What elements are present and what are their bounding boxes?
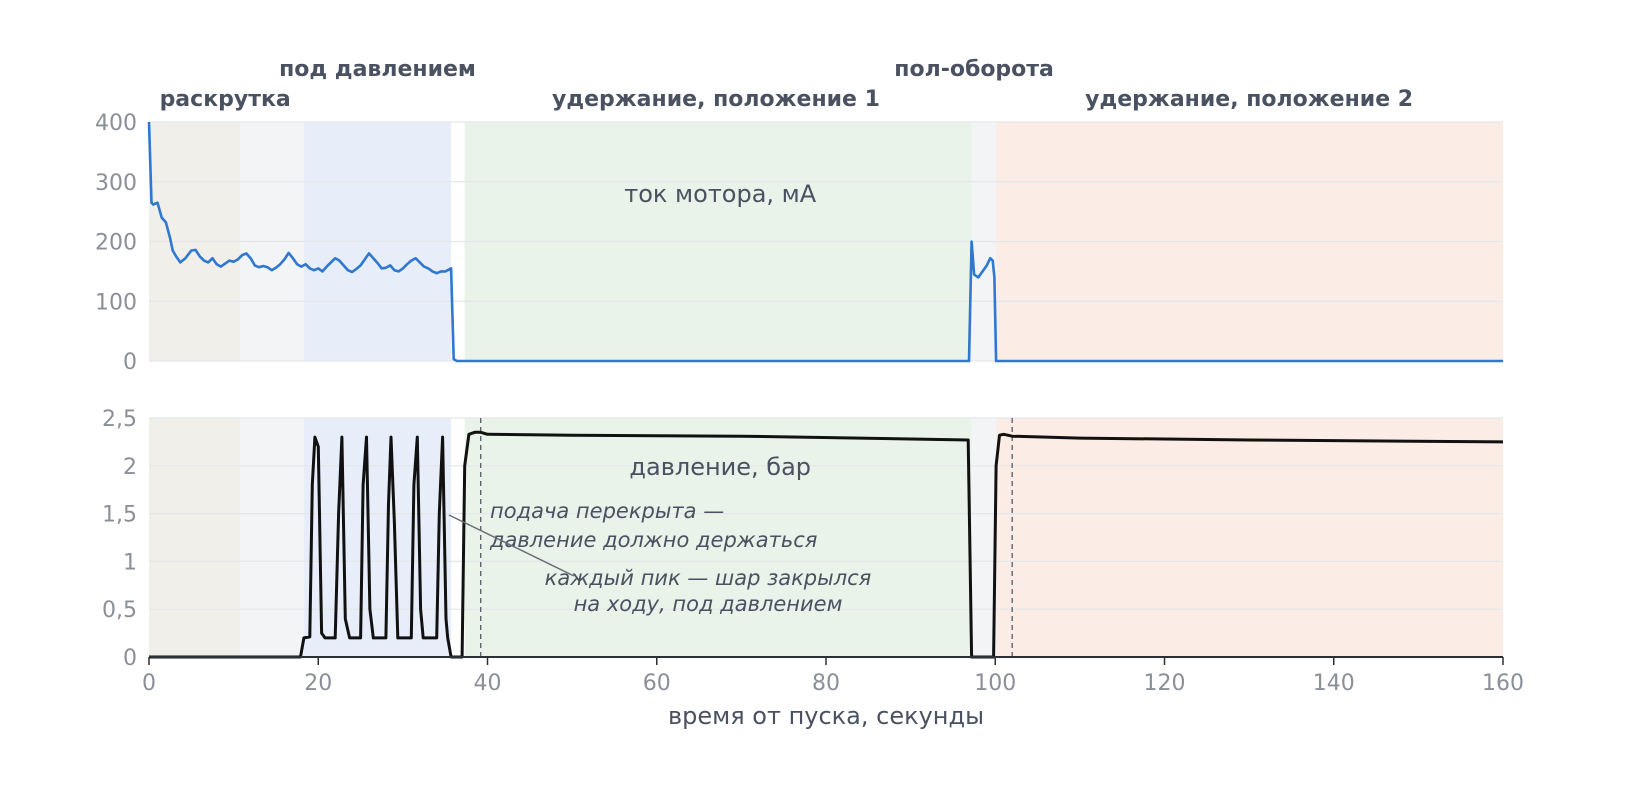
y-tick-label: 300	[95, 171, 137, 196]
x-tick-label: 100	[974, 671, 1016, 696]
phase-label: пол-оборота	[894, 57, 1054, 82]
y-tick-label: 0	[123, 646, 137, 671]
x-tick-label: 40	[474, 671, 502, 696]
y-tick-label: 2,5	[102, 407, 137, 432]
annotation-text: на ходу, под давлением	[574, 592, 843, 616]
current-panel: 0 100 200 300 400 ток мотора, мА	[95, 111, 1503, 375]
x-tick-label: 160	[1482, 671, 1524, 696]
panel-title: давление, бар	[629, 453, 811, 481]
pressure-series-line	[149, 430, 1504, 659]
y-tick-label: 400	[95, 111, 137, 136]
pressure-panel: 0 0,5 1 1,5 2 2,5 давление, бар	[102, 407, 1504, 671]
x-tick-label: 120	[1144, 671, 1186, 696]
x-tick-label: 60	[643, 671, 671, 696]
phase-label: удержание, положение 1	[552, 87, 880, 112]
annotation-text: давление должно держаться	[489, 528, 817, 552]
y-tick-label: 1	[123, 550, 137, 575]
y-tick-label: 0,5	[102, 598, 137, 623]
phase-band-3	[451, 418, 465, 657]
phase-band-1	[240, 418, 304, 657]
y-tick-label: 0	[123, 350, 137, 375]
annotation-text: каждый пик — шар закрылся	[545, 566, 872, 590]
y-tick-label: 2	[123, 455, 137, 480]
phase-labels: раскрутка под давлением удержание, положен…	[160, 57, 1414, 112]
current-series-line	[147, 121, 1503, 363]
phase-band-2	[303, 418, 452, 657]
phase-band-0	[149, 418, 241, 657]
x-tick-label: 0	[142, 671, 156, 696]
annotation-leader-line	[448, 514, 575, 577]
y-tick-label: 100	[95, 290, 137, 315]
x-tick-label: 20	[304, 671, 332, 696]
panel-title: ток мотора, мА	[624, 180, 817, 208]
phase-label: раскрутка	[160, 87, 291, 112]
phase-band-5	[971, 418, 997, 657]
phase-band-6	[996, 418, 1503, 657]
annotations: подача перекрыта — давление должно держат…	[448, 499, 872, 616]
phase-label: удержание, положение 2	[1085, 87, 1413, 112]
x-tick-label: 140	[1313, 671, 1355, 696]
x-axis-label: время от пуска, секунды	[668, 702, 984, 730]
y-tick-label: 1,5	[102, 503, 137, 528]
phase-label: под давлением	[279, 57, 476, 82]
x-axis: 0 20 40 60 80 100 120 140 160	[142, 656, 1524, 696]
y-tick-label: 200	[95, 231, 137, 256]
x-tick-label: 80	[812, 671, 840, 696]
annotation-text: подача перекрыта —	[490, 499, 724, 523]
phase-band-4	[464, 418, 972, 657]
